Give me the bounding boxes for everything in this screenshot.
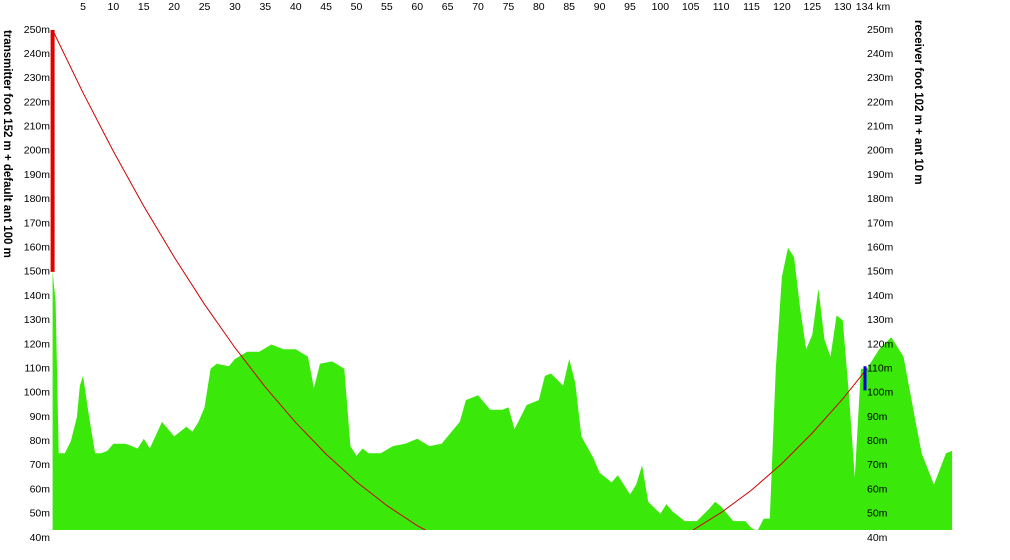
y2-tick-label: 220m bbox=[867, 96, 894, 108]
y2-tick-label: 70m bbox=[867, 459, 888, 471]
y-tick-label: 210m bbox=[24, 121, 51, 133]
x-tick-label: 10 bbox=[108, 1, 120, 13]
transmitter-label: transmitter foot 152 m + default ant 100… bbox=[1, 30, 13, 258]
x-tick-label: 45 bbox=[320, 1, 332, 13]
y-tick-label: 50m bbox=[30, 508, 51, 520]
y-tick-label: 200m bbox=[24, 145, 51, 157]
x-tick-label: 95 bbox=[624, 1, 636, 13]
y2-tick-label: 230m bbox=[867, 72, 894, 84]
y-tick-label: 190m bbox=[24, 169, 51, 181]
x-tick-label: 100 bbox=[652, 1, 670, 13]
x-tick-label: 5 bbox=[80, 1, 86, 13]
y-tick-label: 40m bbox=[30, 532, 51, 544]
y2-tick-label: 80m bbox=[867, 435, 888, 447]
y-tick-label: 60m bbox=[30, 483, 51, 495]
y-tick-label: 150m bbox=[24, 266, 51, 278]
y2-tick-label: 240m bbox=[867, 48, 894, 60]
y-tick-label: 170m bbox=[24, 217, 51, 229]
y2-tick-label: 110m bbox=[867, 362, 893, 374]
y-tick-label: 250m bbox=[24, 24, 51, 36]
y2-tick-label: 120m bbox=[867, 338, 894, 350]
x-tick-label: 115 bbox=[743, 1, 760, 13]
y-tick-label: 140m bbox=[24, 290, 51, 302]
y2-tick-label: 210m bbox=[867, 121, 894, 133]
y-tick-label: 220m bbox=[24, 96, 51, 108]
x-tick-label: 60 bbox=[411, 1, 423, 13]
y-tick-label: 90m bbox=[30, 411, 51, 423]
y-tick-label: 160m bbox=[24, 241, 51, 253]
y2-tick-label: 130m bbox=[867, 314, 894, 326]
x-tick-label: 15 bbox=[138, 1, 150, 13]
x-tick-label: 70 bbox=[472, 1, 484, 13]
y2-tick-label: 180m bbox=[867, 193, 894, 205]
y-tick-label: 240m bbox=[24, 48, 51, 60]
y-tick-label: 100m bbox=[24, 387, 51, 399]
y-tick-label: 180m bbox=[24, 193, 51, 205]
x-tick-label: 90 bbox=[594, 1, 606, 13]
x-tick-label: 35 bbox=[259, 1, 271, 13]
y2-tick-label: 140m bbox=[867, 290, 894, 302]
receiver-label: receiver foot 102 m + ant 10 m bbox=[912, 20, 924, 185]
x-tick-label: 20 bbox=[168, 1, 180, 13]
y-tick-label: 120m bbox=[24, 338, 51, 350]
x-tick-label: 110 bbox=[713, 1, 730, 13]
y2-tick-label: 60m bbox=[867, 483, 888, 495]
x-tick-label: 80 bbox=[533, 1, 545, 13]
x-tick-label: 65 bbox=[442, 1, 454, 13]
x-tick-label: 25 bbox=[199, 1, 211, 13]
y2-tick-label: 100m bbox=[867, 387, 894, 399]
y2-tick-label: 200m bbox=[867, 145, 894, 157]
x-tick-label: 85 bbox=[563, 1, 575, 13]
y2-tick-label: 160m bbox=[867, 241, 894, 253]
x-tick-label: 50 bbox=[351, 1, 363, 13]
plot-area bbox=[52, 29, 953, 530]
x-tick-label: 30 bbox=[229, 1, 241, 13]
line-of-sight bbox=[52, 29, 868, 530]
x-tick-label: 55 bbox=[381, 1, 393, 13]
x-tick-label: 134 km bbox=[856, 1, 891, 13]
terrain-area bbox=[52, 247, 953, 530]
x-tick-label: 130 bbox=[834, 1, 852, 13]
y-tick-label: 130m bbox=[24, 314, 51, 326]
y-tick-label: 80m bbox=[30, 435, 51, 447]
x-tick-label: 105 bbox=[682, 1, 700, 13]
y2-tick-label: 50m bbox=[867, 508, 888, 520]
y2-tick-label: 250m bbox=[867, 24, 894, 36]
x-tick-label: 75 bbox=[503, 1, 515, 13]
y-tick-label: 70m bbox=[30, 459, 51, 471]
y-tick-label: 230m bbox=[24, 72, 51, 84]
x-tick-label: 40 bbox=[290, 1, 302, 13]
y2-tick-label: 190m bbox=[867, 169, 894, 181]
x-tick-label: 125 bbox=[804, 1, 822, 13]
y2-tick-label: 40m bbox=[867, 532, 888, 544]
y-tick-label: 110m bbox=[25, 362, 51, 374]
y2-tick-label: 90m bbox=[867, 411, 888, 423]
y2-tick-label: 170m bbox=[867, 217, 894, 229]
x-tick-label: 120 bbox=[773, 1, 791, 13]
y2-tick-label: 150m bbox=[867, 266, 894, 278]
